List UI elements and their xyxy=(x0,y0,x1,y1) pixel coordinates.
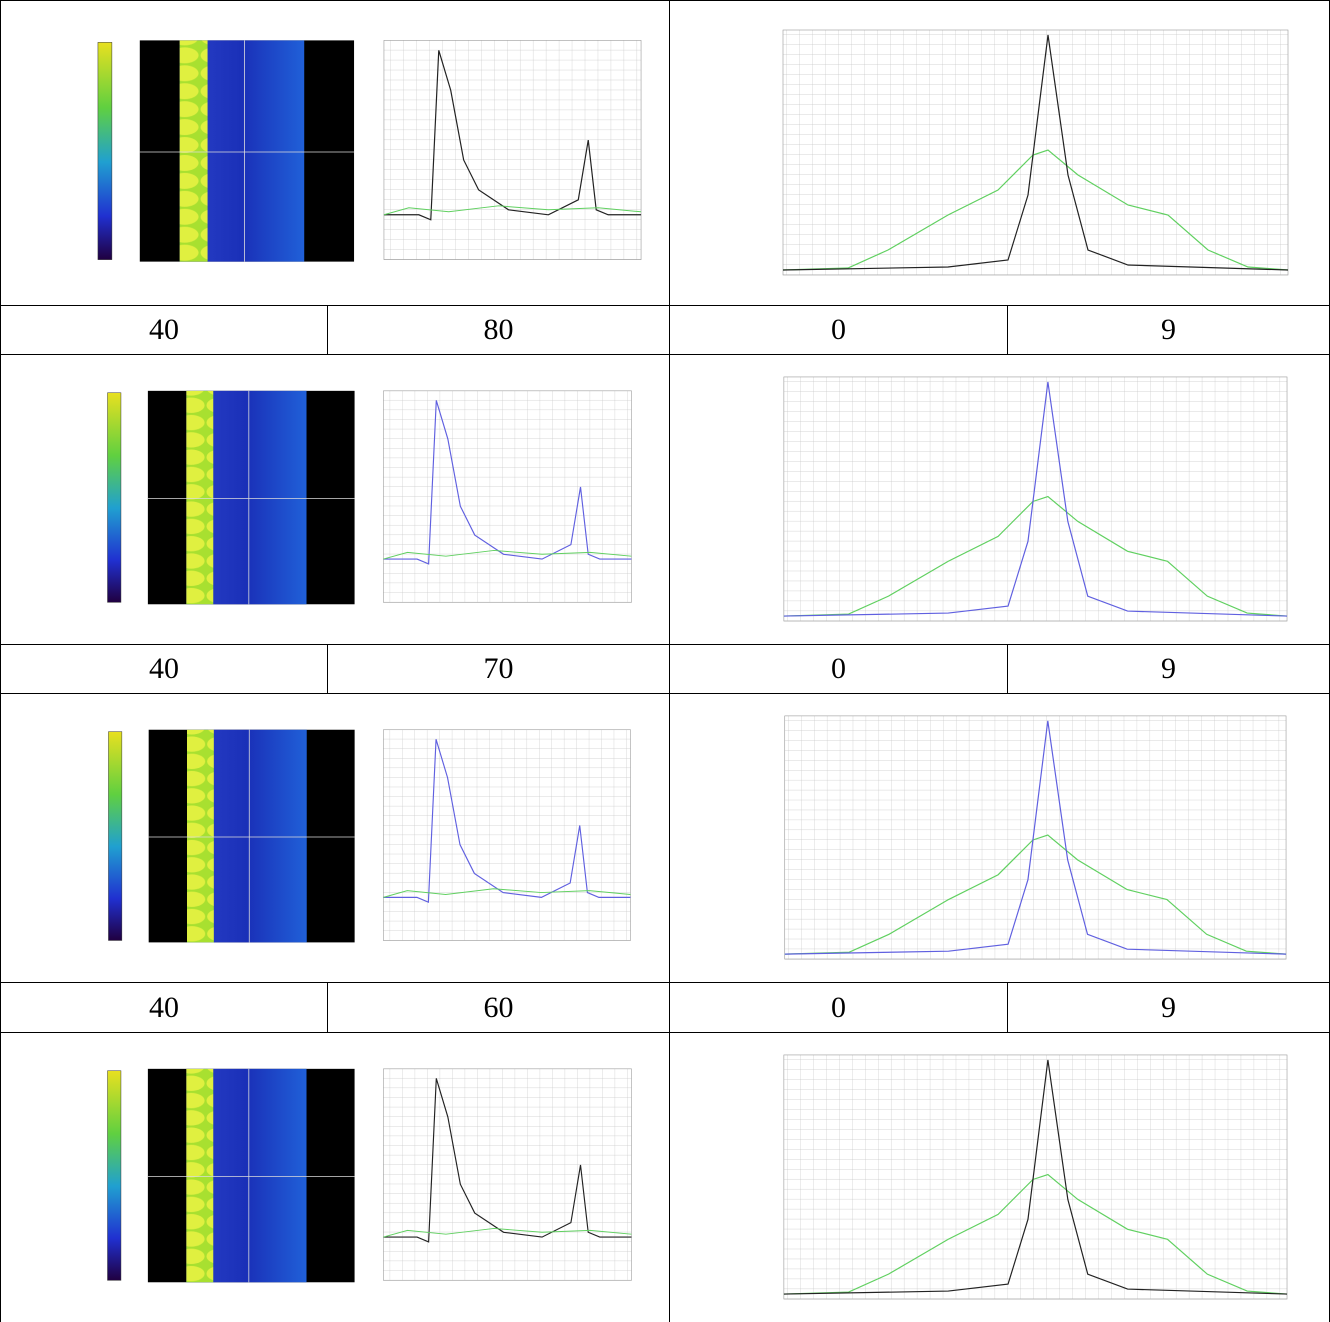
value-cell: 60 xyxy=(327,982,670,1033)
angular-distribution-plot xyxy=(748,1040,1293,1314)
irradiance-map xyxy=(90,701,648,974)
value-cell: 9 xyxy=(1007,644,1330,694)
value-cell: 80 xyxy=(327,305,670,355)
value-cell: 0 xyxy=(669,644,1008,694)
value-cell: 70 xyxy=(327,644,670,694)
value-cell: 40 xyxy=(0,644,328,694)
value-cell: 40 xyxy=(0,305,328,355)
value-cell: 0 xyxy=(669,982,1008,1033)
value-cell: 40 xyxy=(0,982,328,1033)
value-cell: 0 xyxy=(669,305,1008,355)
angular-distribution-plot xyxy=(748,14,1293,291)
irradiance-map xyxy=(89,362,649,636)
value-cell: 9 xyxy=(1007,305,1330,355)
value-cell: 9 xyxy=(1007,982,1330,1033)
angular-distribution-plot xyxy=(749,701,1292,974)
angular-distribution-plot xyxy=(748,362,1293,636)
irradiance-map xyxy=(89,1040,649,1314)
irradiance-map xyxy=(80,9,658,296)
